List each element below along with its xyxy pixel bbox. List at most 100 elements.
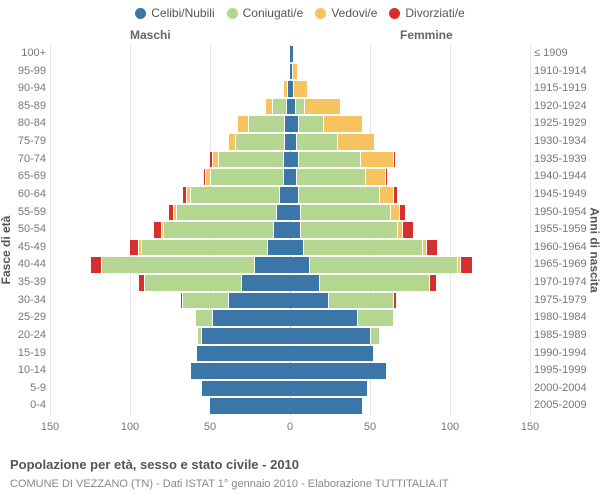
- age-row: 30-341975-1979: [50, 292, 530, 310]
- age-row: 80-841925-1929: [50, 115, 530, 133]
- legend-item: Vedovi/e: [315, 6, 377, 20]
- age-row: 10-141995-1999: [50, 362, 530, 380]
- female-bar: [290, 152, 396, 168]
- male-bar: [90, 257, 290, 273]
- bar-segment-coniugati: [195, 310, 212, 326]
- legend-label: Vedovi/e: [331, 6, 377, 20]
- bar-segment-divorziati: [90, 257, 101, 273]
- bar-segment-coniugati: [163, 222, 273, 238]
- bar-segment-vedovi: [380, 187, 394, 203]
- bar-segment-celibi: [290, 310, 358, 326]
- age-label: 25-29: [2, 309, 46, 327]
- bar-segment-celibi: [290, 134, 297, 150]
- age-label: 80-84: [2, 115, 46, 133]
- age-row: 95-991910-1914: [50, 63, 530, 81]
- bar-segment-celibi: [201, 381, 290, 397]
- bar-segment-coniugati: [190, 187, 279, 203]
- female-header: Femmine: [400, 28, 453, 42]
- bar-segment-celibi: [290, 363, 387, 379]
- bar-segment-vedovi: [265, 99, 272, 115]
- birth-year-label: 2000-2004: [534, 380, 596, 398]
- male-bar: [182, 187, 290, 203]
- bar-segment-celibi: [276, 205, 290, 221]
- bar-segment-celibi: [290, 187, 299, 203]
- age-row: 0-42005-2009: [50, 397, 530, 415]
- legend-label: Coniugati/e: [243, 6, 304, 20]
- age-label: 20-24: [2, 327, 46, 345]
- age-label: 0-4: [2, 397, 46, 415]
- gridline: [530, 45, 531, 415]
- age-label: 55-59: [2, 204, 46, 222]
- bar-segment-vedovi: [361, 152, 394, 168]
- bar-segment-divorziati: [427, 240, 438, 256]
- bar-segment-celibi: [290, 398, 363, 414]
- bar-segment-coniugati: [299, 116, 324, 132]
- bar-segment-coniugati: [296, 99, 305, 115]
- x-tick-label: 0: [287, 421, 293, 433]
- bar-segment-celibi: [290, 46, 294, 62]
- age-row: 55-591950-1954: [50, 204, 530, 222]
- female-bar: [290, 381, 368, 397]
- legend-swatch: [227, 8, 238, 19]
- x-tick-label: 150: [41, 421, 59, 433]
- bar-segment-celibi: [228, 293, 290, 309]
- bar-segment-coniugati: [272, 99, 286, 115]
- birth-year-label: 1965-1969: [534, 256, 596, 274]
- female-bar: [290, 169, 388, 185]
- bar-segment-coniugati: [218, 152, 283, 168]
- bar-segment-divorziati: [129, 240, 138, 256]
- bar-segment-vedovi: [228, 134, 235, 150]
- age-label: 5-9: [2, 380, 46, 398]
- male-bar: [153, 222, 290, 238]
- female-bar: [290, 398, 363, 414]
- age-row: 90-941915-1919: [50, 80, 530, 98]
- bar-segment-celibi: [290, 116, 299, 132]
- female-bar: [290, 134, 375, 150]
- male-bar: [283, 81, 290, 97]
- bar-segment-coniugati: [101, 257, 254, 273]
- x-tick-label: 100: [121, 421, 139, 433]
- female-bar: [290, 240, 438, 256]
- age-row: 100+≤ 1909: [50, 45, 530, 63]
- bar-segment-celibi: [212, 310, 290, 326]
- bar-segment-celibi: [196, 346, 290, 362]
- female-bar: [290, 116, 363, 132]
- bar-segment-coniugati: [310, 257, 458, 273]
- bar-segment-coniugati: [371, 328, 380, 344]
- x-tick-label: 150: [521, 421, 539, 433]
- female-bar: [290, 99, 341, 115]
- bar-segment-coniugati: [141, 240, 267, 256]
- bar-segment-celibi: [290, 293, 329, 309]
- bar-segment-celibi: [290, 257, 310, 273]
- bar-segment-coniugati: [358, 310, 394, 326]
- bar-segment-celibi: [241, 275, 290, 291]
- age-row: 65-691940-1944: [50, 168, 530, 186]
- age-row: 85-891920-1924: [50, 98, 530, 116]
- legend-label: Celibi/Nubili: [151, 6, 214, 20]
- age-label: 60-64: [2, 186, 46, 204]
- female-bar: [290, 363, 387, 379]
- age-label: 95-99: [2, 63, 46, 81]
- age-label: 35-39: [2, 274, 46, 292]
- male-bar: [168, 205, 290, 221]
- legend-item: Divorziati/e: [389, 6, 464, 20]
- chart-subtitle: COMUNE DI VEZZANO (TN) - Dati ISTAT 1° g…: [10, 478, 449, 490]
- male-bar: [129, 240, 290, 256]
- male-bar: [265, 99, 290, 115]
- bar-segment-celibi: [290, 169, 297, 185]
- legend-label: Divorziati/e: [405, 6, 464, 20]
- legend: Celibi/Nubili Coniugati/e Vedovi/e Divorzia…: [0, 6, 600, 22]
- bar-segment-vedovi: [294, 81, 308, 97]
- female-bar: [290, 205, 406, 221]
- bar-segment-divorziati: [403, 222, 414, 238]
- x-tick-label: 50: [204, 421, 216, 433]
- age-label: 10-14: [2, 362, 46, 380]
- bar-segment-vedovi: [305, 99, 341, 115]
- bar-segment-divorziati: [394, 293, 397, 309]
- female-bar: [290, 257, 473, 273]
- bar-segment-vedovi: [366, 169, 386, 185]
- bar-segment-vedovi: [324, 116, 363, 132]
- male-bar: [209, 398, 290, 414]
- female-bar: [290, 64, 298, 80]
- birth-year-label: 1915-1919: [534, 80, 596, 98]
